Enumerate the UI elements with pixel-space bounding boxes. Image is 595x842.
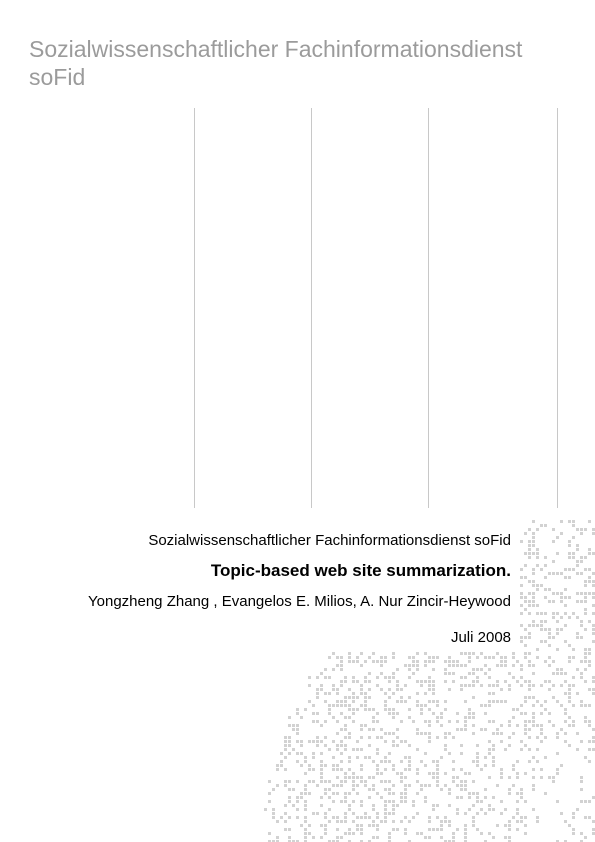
document-title: Topic-based web site summarization. (211, 561, 511, 581)
journal-name: Sozialwissenschaftlicher Fachinformation… (148, 532, 511, 549)
publication-date: Juli 2008 (451, 629, 511, 646)
document-authors: Yongzheng Zhang , Evangelos E. Milios, A… (88, 593, 511, 610)
